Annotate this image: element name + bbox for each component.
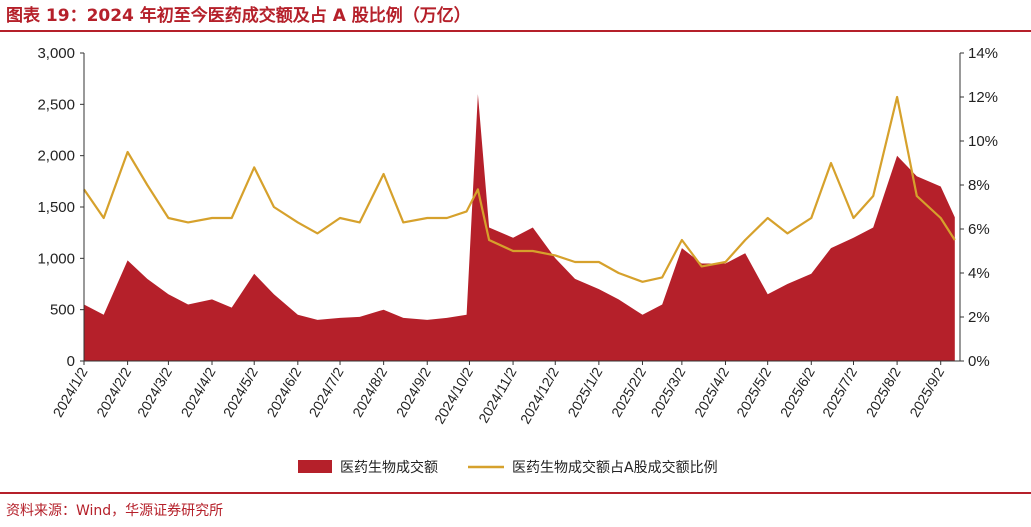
y-left-tick-label: 500 xyxy=(50,302,75,319)
y-right-tick-label: 12% xyxy=(968,89,998,106)
x-tick-label: 2024/12/2 xyxy=(517,364,562,426)
y-left-tick-label: 1,500 xyxy=(37,199,75,216)
y-left-tick-label: 1,000 xyxy=(37,250,75,267)
x-tick-label: 2025/5/2 xyxy=(733,364,774,419)
y-right-tick-label: 10% xyxy=(968,133,998,150)
series-line-pharma-share xyxy=(83,95,956,283)
y-right-tick-label: 8% xyxy=(968,177,990,194)
y-right-tick-label: 6% xyxy=(968,221,990,238)
footer-divider xyxy=(0,492,1031,494)
y-right-tick-label: 14% xyxy=(968,45,998,62)
legend-label-area: 医药生物成交额 xyxy=(340,459,438,476)
x-tick-label: 2025/9/2 xyxy=(906,364,947,419)
x-tick-label: 2025/1/2 xyxy=(564,364,605,419)
legend-swatch-area xyxy=(298,460,332,473)
y-right-tick-label: 2% xyxy=(968,309,990,326)
title-divider xyxy=(0,30,1031,32)
y-right-tick-label: 0% xyxy=(968,353,990,370)
x-tick-label: 2025/3/2 xyxy=(647,364,688,419)
x-tick-label: 2025/2/2 xyxy=(608,364,649,419)
chart-svg: 0 500 1,000 1,500 2,000 2,500 3,000 0% 2% 4% 6% 8% 1… xyxy=(37,45,998,476)
source-note: 资料来源：Wind，华源证券研究所 xyxy=(6,503,224,519)
plot-area xyxy=(83,94,956,361)
x-tick-label: 2024/10/2 xyxy=(431,364,476,426)
x-tick-label: 2025/6/2 xyxy=(777,364,818,419)
series-area-pharma-turnover xyxy=(84,94,955,361)
y-right-tick-label: 4% xyxy=(968,265,990,282)
y-left-tick-label: 2,500 xyxy=(37,96,75,113)
x-tick-label: 2024/8/2 xyxy=(349,364,390,419)
x-tick-label: 2024/11/2 xyxy=(475,364,520,425)
y-left-tick-label: 2,000 xyxy=(37,148,75,165)
x-tick-label: 2025/8/2 xyxy=(863,364,904,419)
legend: 医药生物成交额 医药生物成交额占A股成交额比例 xyxy=(298,459,718,476)
x-tick-label: 2024/1/2 xyxy=(49,364,90,419)
x-tick-label: 2024/4/2 xyxy=(178,364,219,419)
x-tick-label: 2024/9/2 xyxy=(393,364,434,419)
x-tick-label: 2024/3/2 xyxy=(134,364,175,419)
x-tick-label: 2025/4/2 xyxy=(691,364,732,419)
x-tick-label: 2024/7/2 xyxy=(306,364,347,419)
x-tick-label: 2024/5/2 xyxy=(220,364,261,419)
y-left-tick-label: 3,000 xyxy=(37,45,75,62)
x-tick-label: 2024/6/2 xyxy=(263,364,304,419)
x-tick-label: 2025/7/2 xyxy=(819,364,860,419)
chart-title: 图表 19：2024 年初至今医药成交额及占 A 股比例（万亿） xyxy=(6,6,471,26)
y-left-tick-label: 0 xyxy=(67,353,75,370)
x-tick-label: 2024/2/2 xyxy=(93,364,134,419)
legend-label-line: 医药生物成交额占A股成交额比例 xyxy=(512,459,718,476)
